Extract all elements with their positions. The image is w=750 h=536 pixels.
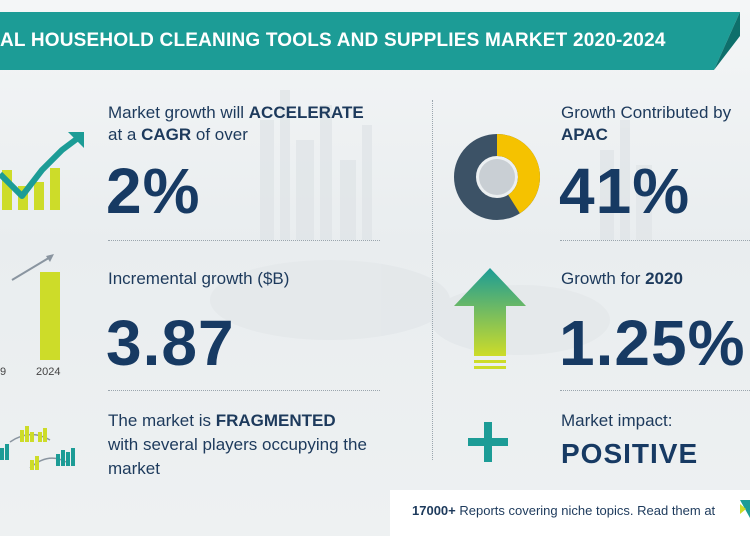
title-banner bbox=[0, 12, 740, 70]
impact-label: Market impact: bbox=[561, 411, 673, 430]
cagr-value: 2% bbox=[106, 155, 201, 227]
bar-tick-right: 2024 bbox=[36, 366, 61, 378]
page-title: AL HOUSEHOLD CLEANING TOOLS AND SUPPLIES… bbox=[0, 30, 666, 51]
apac-value: 41% bbox=[559, 155, 691, 227]
fragmented-line2: with several players occupying the bbox=[108, 435, 367, 454]
growth2020-value: 1.25% bbox=[559, 307, 746, 379]
apac-donut-chart bbox=[454, 134, 540, 220]
donut-center bbox=[479, 159, 515, 195]
footer-bar bbox=[390, 490, 750, 536]
fragmented-line3: market bbox=[108, 459, 160, 478]
cagr-line2: at a CAGR of over bbox=[108, 125, 248, 144]
growth2020-label: Growth for 2020 bbox=[561, 269, 683, 288]
bar-chart-icon bbox=[11, 254, 60, 360]
up-arrow-icon bbox=[454, 268, 526, 369]
brand-logo-icon[interactable] bbox=[740, 500, 750, 518]
incremental-label: Incremental growth ($B) bbox=[108, 269, 290, 288]
growth-chart-icon bbox=[0, 132, 84, 210]
plus-icon bbox=[468, 422, 508, 462]
divider bbox=[560, 240, 750, 241]
apac-region: APAC bbox=[561, 125, 608, 144]
footer-count: 17000+ bbox=[412, 503, 456, 518]
incremental-value: 3.87 bbox=[106, 307, 235, 379]
divider bbox=[560, 390, 750, 391]
fragmented-line1: The market is FRAGMENTED bbox=[108, 411, 336, 430]
footer-message: Reports covering niche topics. Read them… bbox=[459, 503, 716, 518]
cagr-line1: Market growth will ACCELERATE bbox=[108, 103, 364, 122]
divider bbox=[108, 240, 380, 241]
bar-tick-left: 9 bbox=[0, 366, 7, 378]
footer-text: 17000+ Reports covering niche topics. Re… bbox=[412, 503, 715, 518]
donut-apac-segment bbox=[454, 134, 540, 220]
apac-label: Growth Contributed by bbox=[561, 103, 732, 122]
divider bbox=[108, 390, 380, 391]
impact-value: POSITIVE bbox=[561, 438, 699, 469]
market-players-icon bbox=[0, 426, 75, 470]
column-divider bbox=[432, 100, 433, 460]
